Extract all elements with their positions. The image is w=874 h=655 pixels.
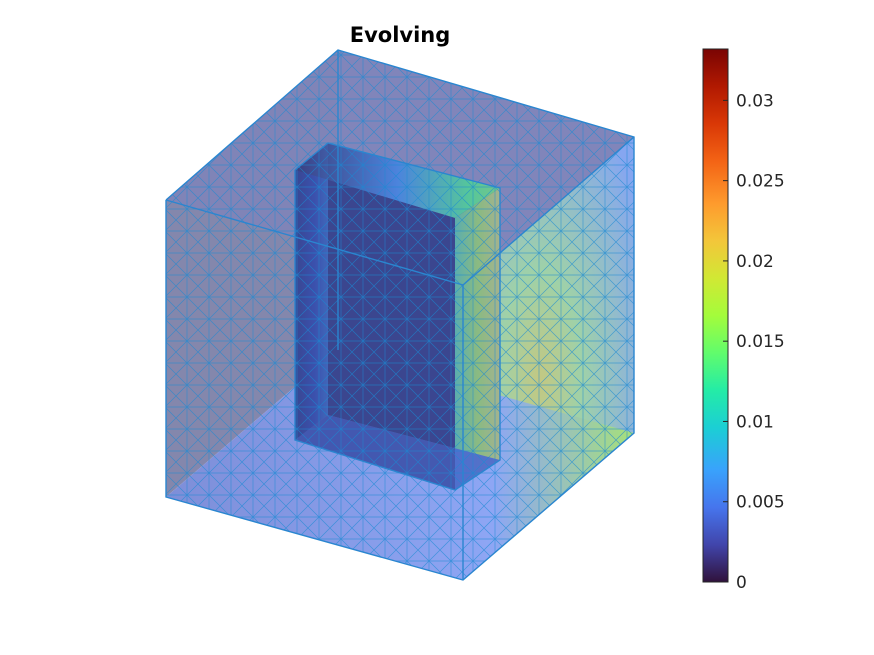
colorbar-tick-label: 0.02: [736, 252, 774, 272]
mesh-overlay: [166, 50, 634, 580]
colorbar-tick-label: 0.015: [736, 332, 785, 352]
cube-edges: [165, 49, 635, 581]
colorbar-tick-label: 0.01: [736, 412, 774, 432]
colorbar-ticks: 0 0.005 0.01 0.015 0.02 0.025 0.03: [723, 91, 785, 593]
colorbar-frame: [702, 48, 729, 583]
colorbar-tick-label: 0: [736, 573, 747, 593]
colorbar-tick-label: 0.03: [736, 91, 774, 111]
cube-plot: [165, 49, 635, 581]
colorbar-gradient: [703, 49, 728, 582]
chart-title: Evolving: [350, 23, 451, 47]
colorbar-tick-label: 0.025: [736, 172, 785, 192]
colorbar: 0 0.005 0.01 0.015 0.02 0.025 0.03: [702, 48, 785, 593]
colorbar-tick-label: 0.005: [736, 493, 785, 513]
